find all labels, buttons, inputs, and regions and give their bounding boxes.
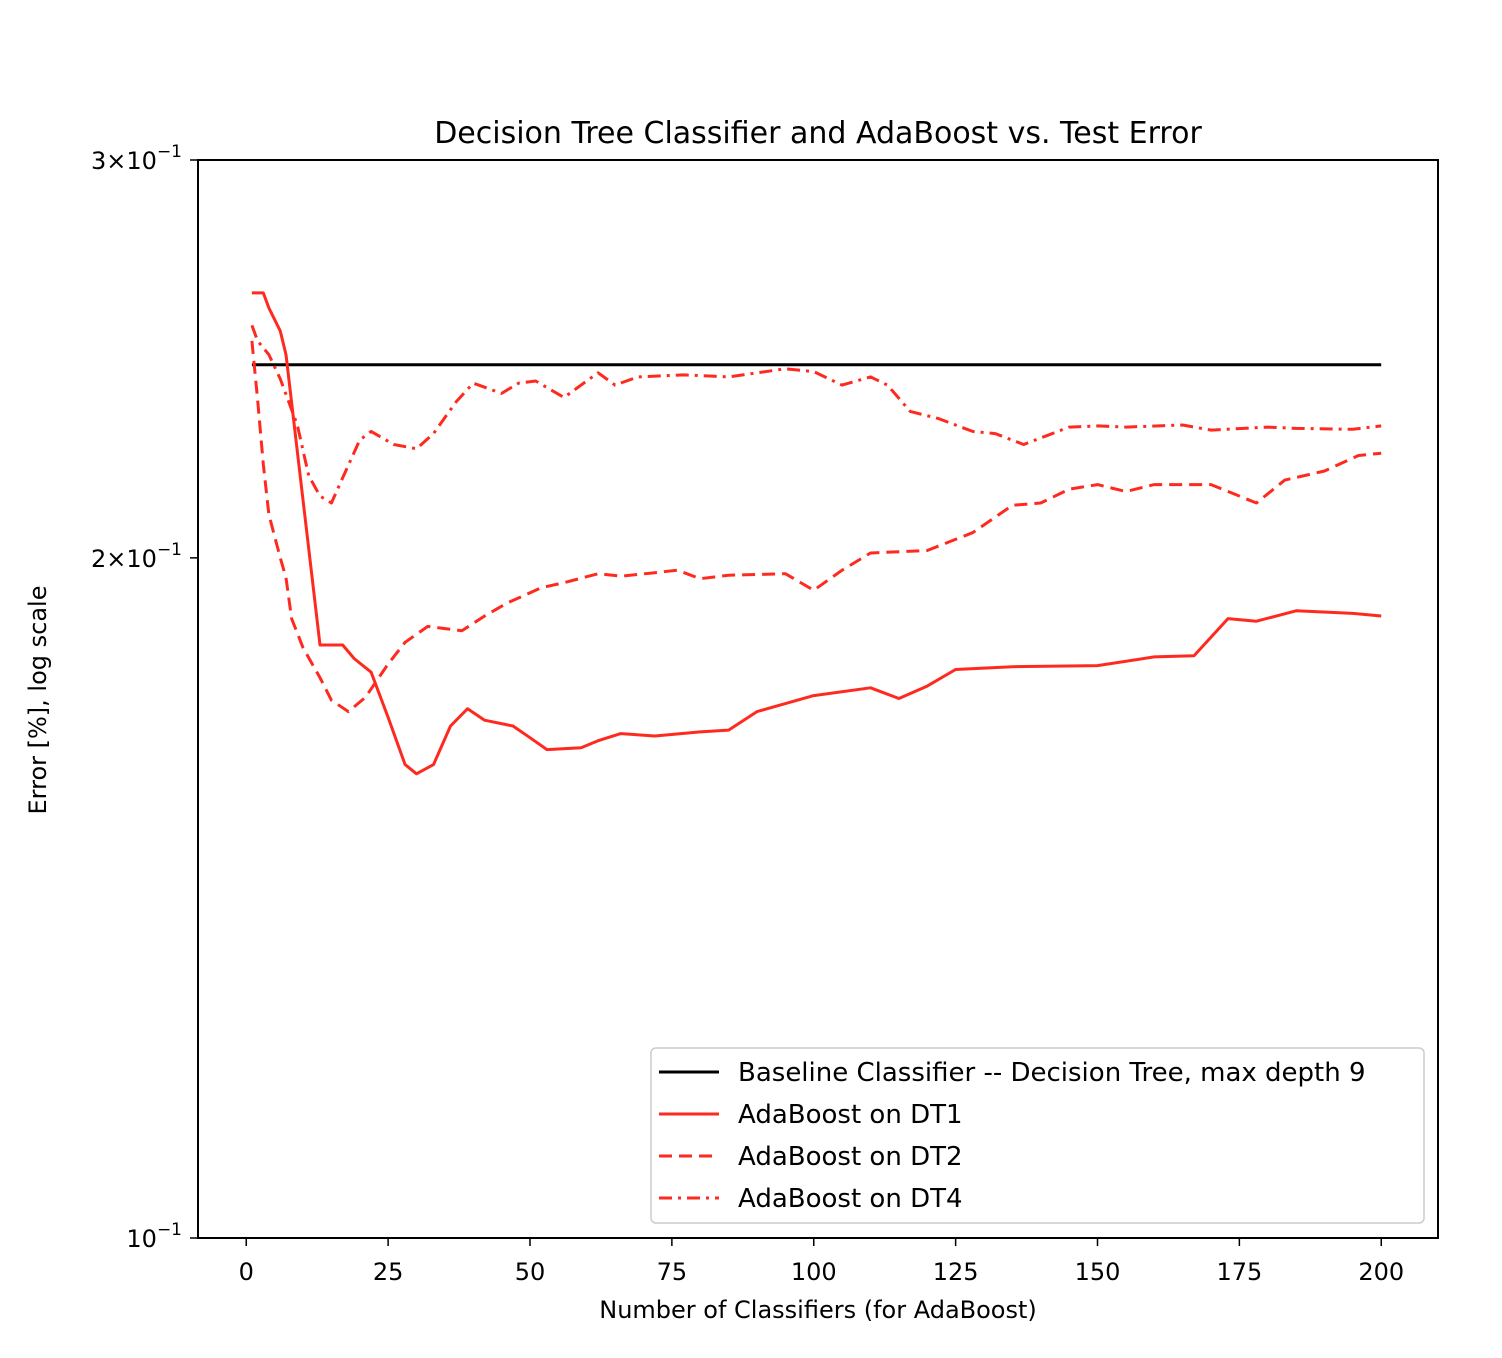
- y-axis-ticks: 10−1 2×10−1 3×10−1: [91, 142, 198, 1253]
- legend-label-0: Baseline Classifier -- Decision Tree, ma…: [738, 1058, 1366, 1088]
- y-tick-label: 3×10−1: [91, 142, 182, 175]
- x-tick-label: 125: [933, 1258, 979, 1286]
- series-line-2: [250, 340, 1382, 714]
- y-axis-label: Error [%], log scale: [24, 586, 52, 815]
- series-line-1: [251, 291, 1382, 776]
- plot-area-frame: [197, 159, 1439, 1239]
- legend: Baseline Classifier -- Decision Tree, ma…: [650, 1047, 1425, 1224]
- legend-label-3: AdaBoost on DT4: [738, 1184, 963, 1214]
- legend-label-2: AdaBoost on DT2: [738, 1142, 963, 1172]
- legend-label-1: AdaBoost on DT1: [738, 1100, 963, 1130]
- y-tick-label: 10−1: [126, 1220, 182, 1253]
- series-layer: [250, 291, 1382, 776]
- legend-box: [650, 1047, 1425, 1224]
- series-line-3: [250, 324, 1382, 505]
- y-tick-label: 2×10−1: [91, 540, 182, 573]
- x-tick-label: 200: [1358, 1258, 1404, 1286]
- x-tick-label: 100: [791, 1258, 837, 1286]
- x-tick-label: 50: [515, 1258, 546, 1286]
- chart-title: Decision Tree Classifier and AdaBoost vs…: [434, 116, 1202, 151]
- x-tick-label: 150: [1075, 1258, 1121, 1286]
- x-tick-label: 0: [239, 1258, 254, 1286]
- x-axis-label: Number of Classifiers (for AdaBoost): [599, 1296, 1037, 1324]
- x-tick-label: 25: [373, 1258, 404, 1286]
- x-tick-label: 75: [657, 1258, 688, 1286]
- x-tick-label: 175: [1216, 1258, 1262, 1286]
- x-axis-ticks: 0 25 50 75 100 125 150 175 200: [239, 1238, 1404, 1286]
